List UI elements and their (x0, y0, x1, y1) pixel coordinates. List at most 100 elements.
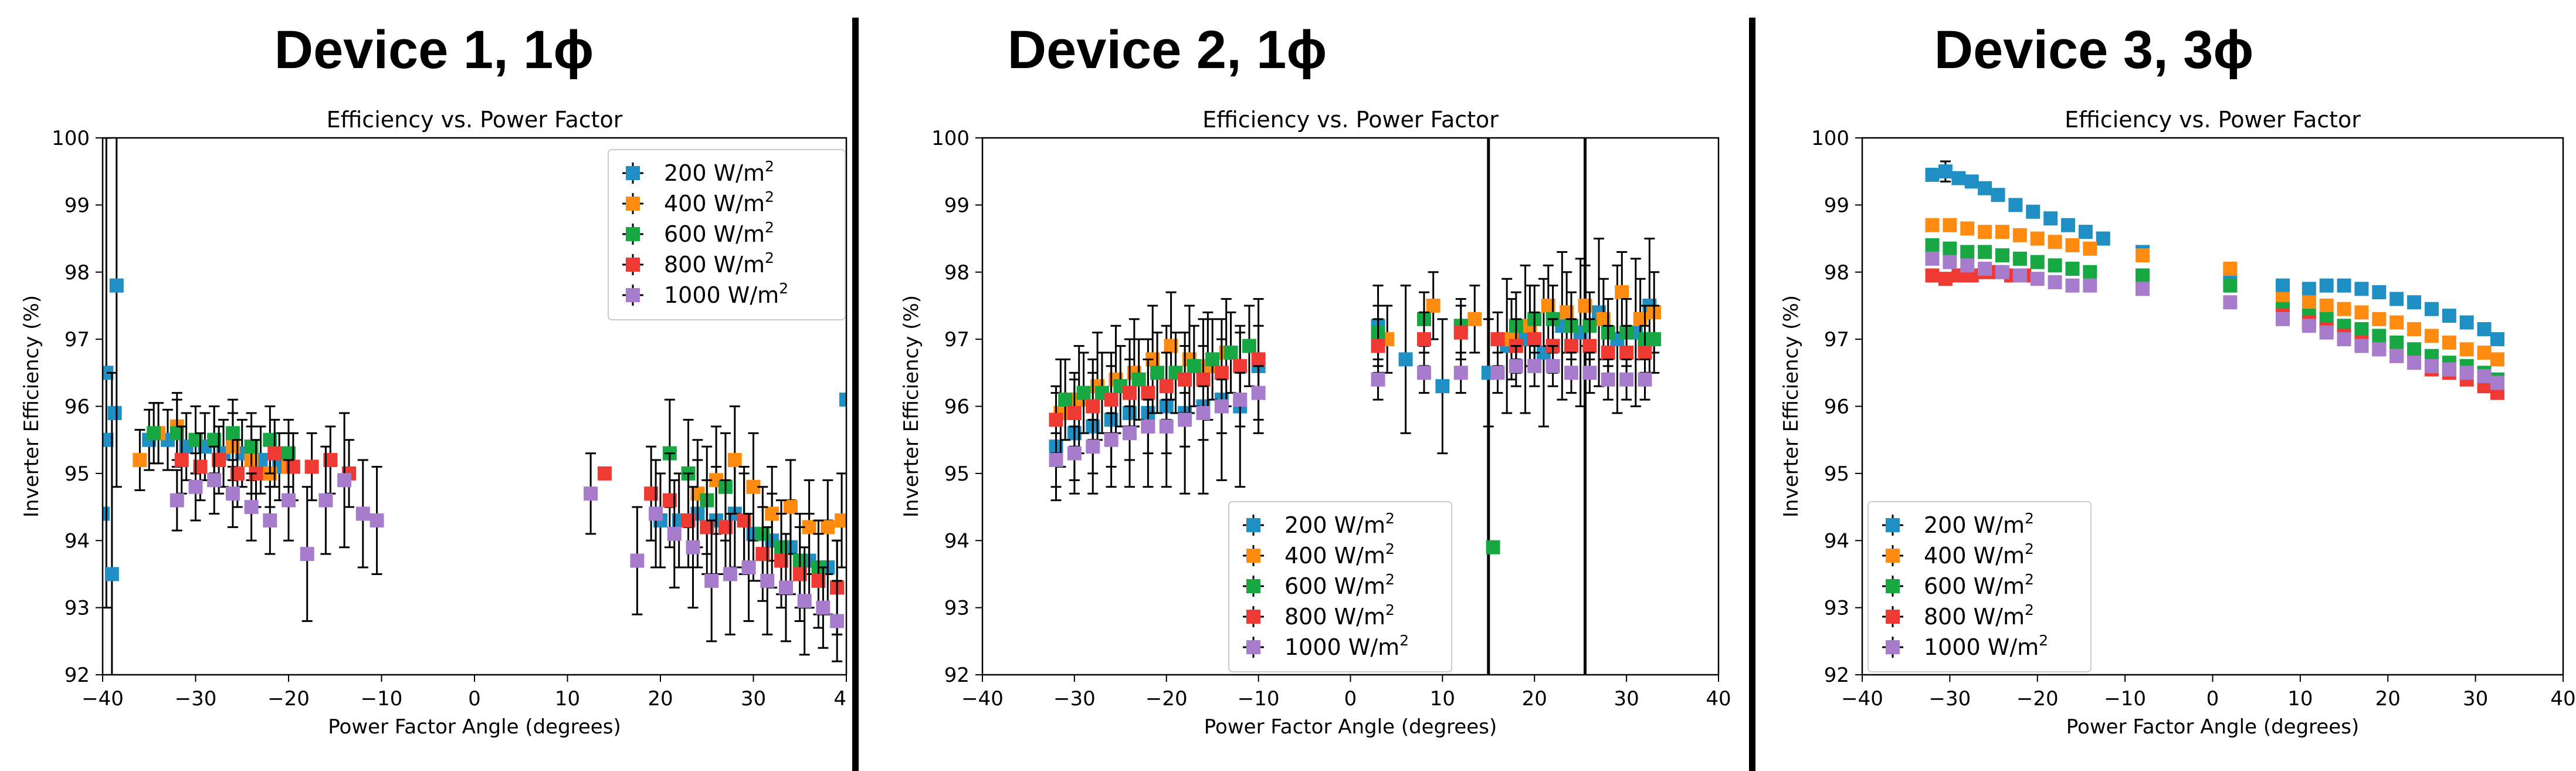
legend-label-superscript: 2 (779, 280, 788, 297)
x-tick-label: −10 (1238, 687, 1280, 711)
data-point-1000 (207, 473, 222, 488)
legend-label-superscript: 2 (765, 188, 774, 205)
data-point-400 (1426, 298, 1440, 313)
data-point-1000 (2354, 339, 2369, 353)
data-point-200 (1435, 379, 1450, 394)
legend-marker-1000 (626, 288, 640, 302)
legend-label-400: 400 W/m2 (1284, 540, 1395, 569)
y-tick-label: 98 (1824, 261, 1849, 285)
data-point-800 (1453, 325, 1468, 340)
data-point-800 (304, 459, 319, 474)
x-tick-label: 20 (2375, 687, 2401, 711)
chart-device-1: Efficiency vs. Power Factor −40 −30 −20 −10 0… (20, 107, 848, 739)
data-point-400 (2048, 235, 2062, 249)
legend-label-800: 800 W/m2 (1924, 601, 2034, 630)
data-point-400 (2223, 262, 2238, 276)
x-tick-label: −20 (267, 687, 310, 711)
x-axis-label: Power Factor Angle (degrees) (1204, 715, 1497, 739)
data-point-1000 (2136, 282, 2150, 296)
data-point-1000 (1159, 419, 1174, 434)
data-point-200 (2407, 295, 2422, 310)
data-point-1000 (1943, 255, 1957, 269)
legend-label-1000: 1000 W/m2 (1284, 632, 1409, 660)
data-point-1000 (1960, 258, 1975, 273)
x-tick-label: −20 (1145, 687, 1188, 711)
legend-marker-400 (1886, 549, 1900, 563)
plot-area (1925, 160, 2504, 400)
y-tick-label: 96 (65, 395, 90, 419)
data-point-800 (1619, 346, 1634, 360)
data-point-800 (1104, 393, 1118, 407)
panel-divider (1749, 18, 1755, 771)
panel-title-device-3: Device 3, 3ϕ (1934, 19, 2254, 80)
data-point-1000 (667, 526, 682, 541)
data-point-1000 (1178, 412, 1192, 427)
x-tick-label: −30 (175, 687, 217, 711)
legend-marker-600 (626, 227, 640, 241)
data-point-600 (1960, 245, 1975, 259)
legend-box (1867, 501, 2092, 672)
data-point-1000 (300, 547, 314, 562)
data-point-1000 (830, 614, 845, 628)
chart-title: Efficiency vs. Power Factor (2065, 107, 2361, 133)
x-tick-label: 10 (555, 687, 580, 711)
data-point-1000 (1509, 359, 1523, 373)
data-point-800 (1417, 332, 1431, 347)
data-point-1000 (1638, 372, 1652, 387)
legend-label-600: 600 W/m2 (664, 219, 774, 247)
y-axis-label: Inverter Efficiency (%) (900, 295, 923, 518)
x-tick-label: −20 (2016, 687, 2059, 711)
data-point-1000 (1049, 453, 1063, 467)
data-point-200 (107, 405, 122, 420)
data-point-400 (2372, 312, 2387, 326)
data-point-400 (2490, 352, 2504, 367)
y-tick-label: 97 (944, 328, 970, 351)
x-tick-label: −30 (1053, 687, 1096, 711)
legend-marker-200 (626, 166, 640, 180)
data-point-400 (2442, 335, 2456, 350)
data-point-1000 (2372, 342, 2387, 357)
x-tick-label: 0 (1344, 687, 1357, 711)
data-point-800 (174, 453, 189, 467)
data-point-800 (1067, 405, 1082, 420)
data-point-200 (2337, 278, 2351, 293)
data-point-800 (1196, 372, 1211, 387)
x-tick-label: 10 (2287, 687, 2313, 711)
data-point-400 (727, 453, 742, 467)
data-point-600 (1131, 372, 1146, 387)
data-point-1000 (2319, 325, 2334, 340)
data-point-1000 (1067, 446, 1082, 461)
data-point-200 (1978, 181, 1992, 195)
y-tick-label: 100 (52, 127, 90, 150)
data-point-200 (2372, 285, 2387, 300)
legend-label-superscript: 2 (1385, 540, 1395, 557)
data-point-1000 (170, 493, 184, 508)
data-point-1000 (2442, 362, 2456, 377)
data-point-800 (1564, 339, 1578, 353)
data-point-1000 (704, 573, 719, 588)
y-tick-label: 98 (944, 261, 970, 285)
data-point-1000 (1527, 359, 1542, 373)
legend-label-superscript: 2 (1399, 632, 1409, 649)
axes-frame (981, 137, 1720, 676)
x-tick-label: 30 (741, 687, 766, 711)
x-axis-label: Power Factor Angle (degrees) (2066, 715, 2359, 739)
data-point-600 (1943, 241, 1957, 256)
data-point-200 (1938, 164, 1953, 179)
data-point-200 (2442, 309, 2456, 323)
panel-title-device-2: Device 2, 1ϕ (1007, 19, 1327, 80)
x-tick-label: −10 (361, 687, 403, 711)
data-point-1000 (2459, 366, 2474, 380)
data-point-1000 (1582, 366, 1597, 380)
data-point-400 (2319, 298, 2334, 313)
data-point-400 (2083, 241, 2097, 256)
chart-device-3: Efficiency vs. Power Factor −40 −30 −20 −10 0… (1780, 107, 2576, 739)
data-point-1000 (263, 513, 277, 527)
legend-label-superscript: 2 (2025, 540, 2034, 557)
legend-label-600: 600 W/m2 (1284, 571, 1395, 599)
data-point-800 (597, 466, 612, 481)
legend-label-600: 600 W/m2 (1924, 571, 2034, 599)
data-point-800 (1938, 272, 1953, 286)
legend-marker-400 (1246, 549, 1260, 563)
legend-marker-800 (1886, 610, 1900, 624)
